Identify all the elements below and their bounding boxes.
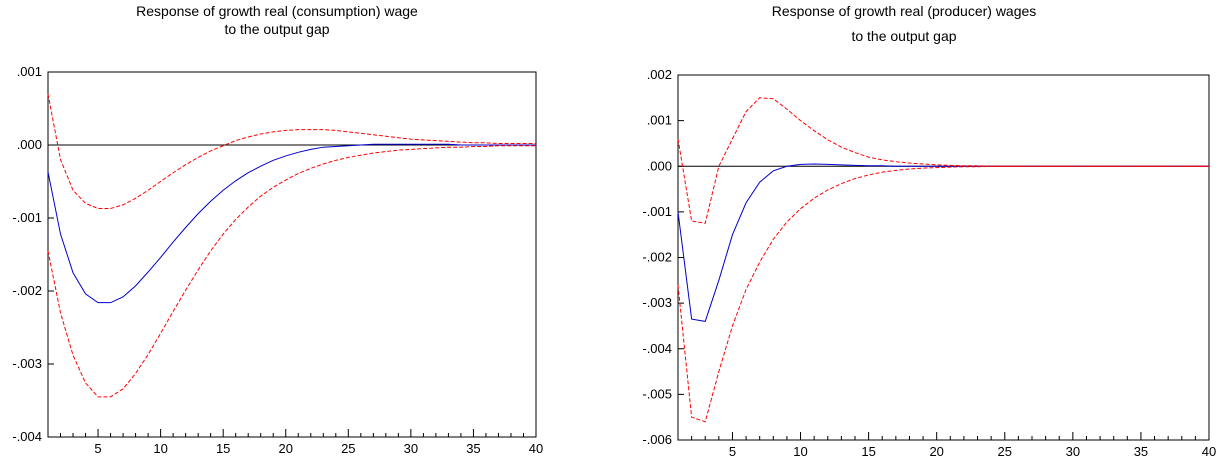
chart-title-line2: to the output gap [851, 28, 956, 44]
x-tick-label: 30 [1066, 444, 1080, 459]
chart-title-line2: to the output gap [224, 21, 329, 37]
x-tick-label: 5 [94, 441, 101, 456]
y-tick-label: .002 [647, 67, 672, 82]
y-tick-label: -.005 [642, 386, 672, 401]
x-tick-label: 20 [929, 444, 943, 459]
x-tick-label: 25 [998, 444, 1012, 459]
x-tick-label: 40 [529, 441, 543, 456]
y-tick-label: .000 [647, 158, 672, 173]
x-tick-label: 35 [466, 441, 480, 456]
y-tick-label: -.006 [642, 432, 672, 447]
confidence-band-line [677, 165, 1209, 423]
confidence-band-line [677, 97, 1209, 224]
x-minor-ticks [60, 433, 524, 437]
y-tick-label: .001 [17, 64, 42, 79]
chart-title-line1: Response of growth real (consumption) wa… [136, 3, 418, 19]
x-tick-label: 5 [729, 444, 736, 459]
x-tick-label: 10 [153, 441, 167, 456]
x-tick-label: 10 [793, 444, 807, 459]
confidence-band-line [47, 93, 536, 210]
x-tick-label: 30 [404, 441, 418, 456]
x-tick-label: 35 [1134, 444, 1148, 459]
plot-frame [47, 71, 537, 438]
confidence-band-line [47, 145, 536, 398]
y-tick-label: -.001 [642, 204, 672, 219]
response-line [47, 143, 536, 304]
y-tick-label: -.003 [642, 295, 672, 310]
plot-frame [677, 74, 1210, 441]
y-tick-label: -.004 [642, 341, 672, 356]
y-tick-label: -.002 [642, 250, 672, 265]
y-tick-label: -.004 [12, 429, 42, 444]
x-tick-label: 20 [279, 441, 293, 456]
response-line [677, 163, 1209, 322]
y-tick-label: .000 [17, 137, 42, 152]
y-tick-label: -.003 [12, 356, 42, 371]
y-tick-label: -.001 [12, 210, 42, 225]
chart-title-line1: Response of growth real (producer) wages [772, 3, 1037, 19]
x-minor-ticks [691, 436, 1196, 440]
x-tick-label: 15 [216, 441, 230, 456]
chart-consumption-wage: Response of growth real (consumption) wa… [12, 3, 543, 456]
x-tick-label: 15 [861, 444, 875, 459]
x-tick-label: 40 [1202, 444, 1216, 459]
chart-producer-wage: Response of growth real (producer) wages… [642, 3, 1216, 459]
y-tick-label: .001 [647, 113, 672, 128]
x-tick-label: 25 [341, 441, 355, 456]
y-tick-label: -.002 [12, 283, 42, 298]
